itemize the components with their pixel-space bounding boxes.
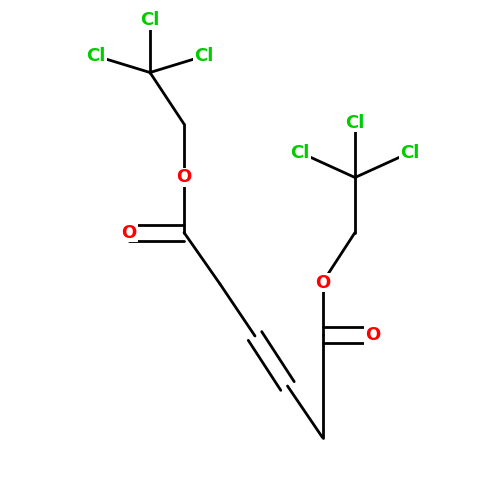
Text: O: O [122, 224, 136, 242]
Text: Cl: Cl [400, 144, 419, 162]
Text: O: O [365, 326, 380, 344]
Text: Cl: Cl [86, 47, 106, 65]
Text: Cl: Cl [140, 11, 160, 29]
Text: O: O [176, 168, 192, 186]
Text: Cl: Cl [346, 114, 364, 132]
Text: O: O [315, 274, 330, 291]
Text: Cl: Cl [290, 144, 310, 162]
Text: Cl: Cl [194, 47, 214, 65]
